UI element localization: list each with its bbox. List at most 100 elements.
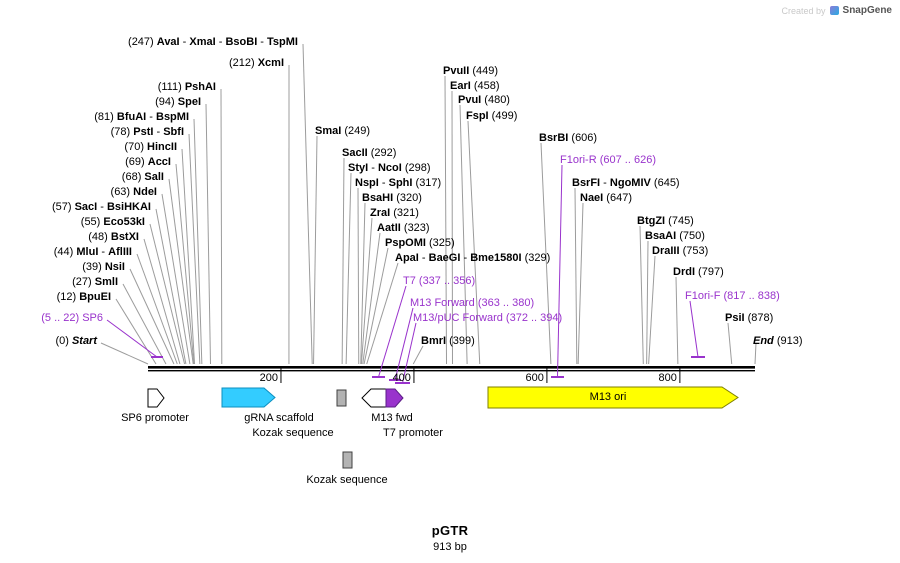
site-name: NgoMIV [609, 177, 651, 189]
site-name: M13/pUC Forward [413, 312, 503, 324]
feature-shape[interactable] [147, 388, 165, 408]
feature-shape[interactable] [342, 451, 353, 469]
callout-line [394, 307, 414, 381]
enzyme-site-label[interactable]: (78) PstI - SbfI [111, 126, 184, 138]
enzyme-site-label[interactable]: NaeI (647) [580, 192, 632, 204]
callout-line [675, 276, 679, 365]
watermark-created-by: Created by [781, 5, 826, 16]
enzyme-site-label[interactable]: (57) SacI - BsiHKAI [52, 201, 151, 213]
callout-line [115, 298, 157, 365]
enzyme-site-label[interactable]: BsaHI (320) [362, 192, 422, 204]
callout-line [155, 208, 187, 365]
callout-line [136, 253, 178, 365]
enzyme-site-label[interactable]: FspI (499) [466, 110, 517, 122]
site-position: (337 .. 356) [415, 275, 476, 287]
watermark: Created by SnapGene [782, 5, 893, 16]
site-name: NsiI [104, 261, 125, 273]
enzyme-site-label[interactable]: (70) HincII [124, 141, 177, 153]
enzyme-site-label[interactable]: ApaI - BaeGI - Bme1580I (329) [395, 252, 550, 264]
site-name: PsiI [725, 312, 745, 324]
feature-shape[interactable] [221, 387, 276, 408]
feature-label[interactable]: Kozak sequence [252, 427, 334, 439]
primer-label[interactable]: (5 .. 22) SP6 [41, 312, 103, 324]
primer-label[interactable]: M13 Forward (363 .. 380) [410, 297, 534, 309]
enzyme-site-label[interactable]: SmaI (249) [315, 125, 370, 137]
callout-line [639, 225, 644, 365]
site-name: PstI [133, 126, 154, 138]
enzyme-site-label[interactable]: DraIII (753) [652, 245, 708, 257]
site-position: (55) [80, 216, 104, 228]
feature-shape[interactable] [336, 389, 347, 407]
site-name: BmrI [421, 335, 447, 347]
enzyme-site-label[interactable]: BsrFI - NgoMIV (645) [572, 177, 680, 189]
enzyme-site-label[interactable]: (81) BfuAI - BspMI [94, 111, 189, 123]
feature-shape[interactable] [487, 386, 739, 409]
callout-line [360, 217, 373, 365]
site-position: (878) [744, 312, 774, 324]
site-position: (298) [401, 162, 431, 174]
feature-label[interactable]: Kozak sequence [306, 474, 388, 486]
callout-line [689, 300, 699, 358]
site-name: NaeI [580, 192, 604, 204]
enzyme-site-label[interactable]: (39) NsiI [82, 261, 125, 273]
site-name: SpeI [177, 96, 201, 108]
callout-line [727, 322, 733, 365]
callout-line [149, 223, 186, 365]
enzyme-site-label[interactable]: (68) SalI [122, 171, 164, 183]
enzyme-site-label[interactable]: (69) AccI [125, 156, 171, 168]
terminus-label[interactable]: (0) Start [55, 335, 97, 347]
enzyme-site-label[interactable]: PsiI (878) [725, 312, 773, 324]
site-name-separator: - [153, 126, 164, 138]
site-name: DraIII [652, 245, 680, 257]
feature-label[interactable]: M13 fwd [371, 412, 413, 424]
site-name-separator: - [179, 36, 190, 48]
feature-shape[interactable] [385, 388, 404, 408]
enzyme-site-label[interactable]: (44) MluI - AflIII [54, 246, 132, 258]
primer-label[interactable]: F1ori-R (607 .. 626) [560, 154, 656, 166]
enzyme-site-label[interactable]: (111) PshAI [158, 81, 216, 93]
callout-line [540, 142, 552, 365]
callout-line [574, 187, 578, 365]
enzyme-site-label[interactable]: AatII (323) [377, 222, 430, 234]
enzyme-site-label[interactable]: (48) BstXI [88, 231, 139, 243]
enzyme-site-label[interactable]: (55) Eco53kI [81, 216, 145, 228]
feature-label[interactable]: SP6 promoter [121, 412, 189, 424]
enzyme-site-label[interactable]: (27) SmlI [72, 276, 118, 288]
enzyme-site-label[interactable]: DrdI (797) [673, 266, 724, 278]
enzyme-site-label[interactable]: (212) XcmI [229, 57, 284, 69]
feature-label[interactable]: T7 promoter [383, 427, 443, 439]
site-position: (458) [470, 80, 500, 92]
site-name-separator: - [98, 246, 109, 258]
sequence-line[interactable] [148, 366, 755, 369]
enzyme-site-label[interactable]: (247) AvaI - XmaI - BsoBI - TspMI [128, 36, 298, 48]
ruler-tick-label: 200 [259, 372, 278, 384]
callout-line [193, 118, 203, 365]
enzyme-site-label[interactable]: (94) SpeI [155, 96, 201, 108]
primer-label[interactable]: M13/pUC Forward (372 .. 394) [413, 312, 562, 324]
enzyme-site-label[interactable]: BmrI (399) [421, 335, 475, 347]
site-name: BsiHKAI [106, 201, 151, 213]
enzyme-site-label[interactable]: NspI - SphI (317) [355, 177, 441, 189]
enzyme-site-label[interactable]: ZraI (321) [370, 207, 419, 219]
feature-label[interactable]: M13 ori [589, 391, 627, 403]
primer-label[interactable]: F1ori-F (817 .. 838) [685, 290, 780, 302]
enzyme-site-label[interactable]: BsrBI (606) [539, 132, 597, 144]
enzyme-site-label[interactable]: (12) BpuEI [57, 291, 111, 303]
enzyme-site-label[interactable]: EarI (458) [450, 80, 500, 92]
callout-line [402, 322, 417, 384]
enzyme-site-label[interactable]: (63) NdeI [111, 186, 157, 198]
terminus-label[interactable]: End (913) [753, 335, 803, 347]
feature-label[interactable]: gRNA scaffold [244, 412, 314, 424]
enzyme-site-label[interactable]: StyI - NcoI (298) [348, 162, 431, 174]
enzyme-site-label[interactable]: PvuII (449) [443, 65, 498, 77]
enzyme-site-label[interactable]: BsaAI (750) [645, 230, 705, 242]
plasmid-name: pGTR [431, 523, 469, 538]
enzyme-site-label[interactable]: SacII (292) [342, 147, 396, 159]
site-position: (44) [53, 246, 77, 258]
enzyme-site-label[interactable]: BtgZI (745) [637, 215, 694, 227]
enzyme-site-label[interactable]: PvuI (480) [458, 94, 510, 106]
callout-line [313, 135, 318, 365]
primer-label[interactable]: T7 (337 .. 356) [403, 275, 475, 287]
enzyme-site-label[interactable]: PspOMI (325) [385, 237, 455, 249]
